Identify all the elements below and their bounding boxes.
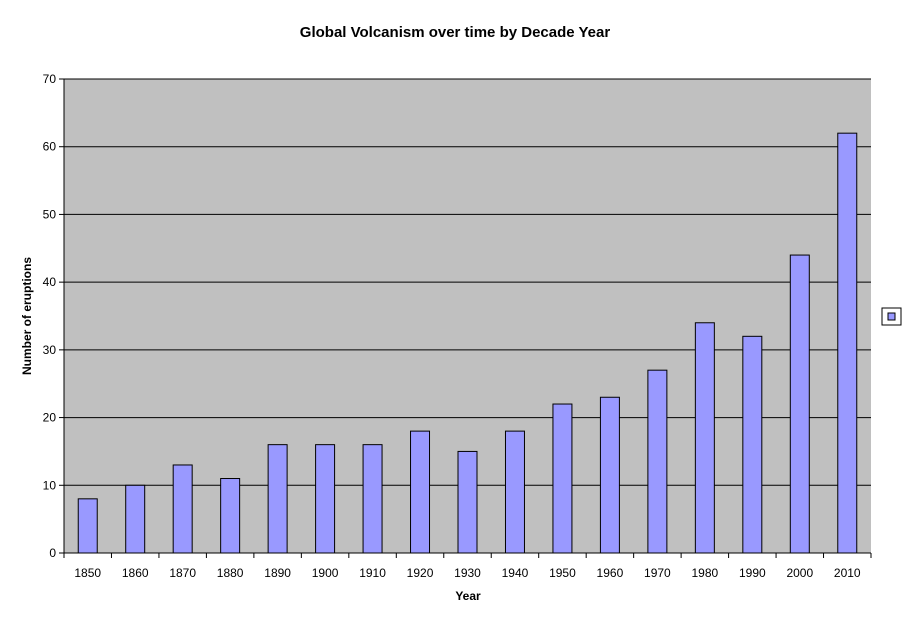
bar-1890 [267,444,288,554]
bar-1910 [362,444,383,554]
bar-2000 [789,254,810,554]
bar-1900 [315,444,336,554]
x-tick-label: 1960 [597,566,624,580]
x-tick-label: 1980 [692,566,719,580]
y-tick-label: 40 [43,275,57,289]
x-tick-label: 1910 [359,566,386,580]
x-tick-label: 1890 [264,566,291,580]
bar-2010 [837,132,858,554]
bar-1940 [504,430,525,554]
bar-1860 [125,484,146,554]
x-tick-label: 1930 [454,566,481,580]
y-tick-label: 20 [43,411,57,425]
y-tick-label: 60 [43,140,57,154]
y-tick-labels: 0 10 20 30 40 50 60 70 [43,72,57,560]
y-tick-label: 10 [43,478,57,492]
x-tick-label: 1920 [407,566,434,580]
x-tick-label: 1950 [549,566,576,580]
bar-1970 [647,369,668,554]
bar-1880 [220,478,241,554]
x-tick-label: 1990 [739,566,766,580]
chart-title: Global Volcanism over time by Decade Yea… [300,24,611,41]
y-tick-label: 30 [43,343,57,357]
bar-1950 [552,403,573,554]
bar-1870 [172,464,193,554]
x-tick-label: 2010 [834,566,861,580]
bar-1990 [742,335,763,554]
y-tick-label: 0 [49,546,56,560]
x-tick-label: 1880 [217,566,244,580]
axes [59,78,872,558]
bar-1920 [410,430,431,554]
x-tick-label: 1870 [169,566,196,580]
x-tick-label: 1850 [74,566,101,580]
x-tick-label: 1900 [312,566,339,580]
legend [881,307,902,326]
x-axis-title: Year [455,589,481,603]
bar-1960 [599,396,620,554]
x-tick-label: 1860 [122,566,149,580]
x-tick-label: 2000 [786,566,813,580]
legend-swatch [887,312,896,321]
y-axis-title: Number of eruptions [20,257,34,375]
y-tick-label: 70 [43,72,57,86]
gridlines [64,78,871,486]
bar-1850 [77,498,98,554]
x-tick-label: 1940 [502,566,529,580]
y-tick-label: 50 [43,207,57,221]
bar-1980 [694,322,715,554]
bar-1930 [457,450,478,554]
x-tick-label: 1970 [644,566,671,580]
x-tick-labels: 1850 1860 1870 1880 1890 1900 1910 1920 1930 1940… [74,566,861,580]
bars [77,132,858,554]
